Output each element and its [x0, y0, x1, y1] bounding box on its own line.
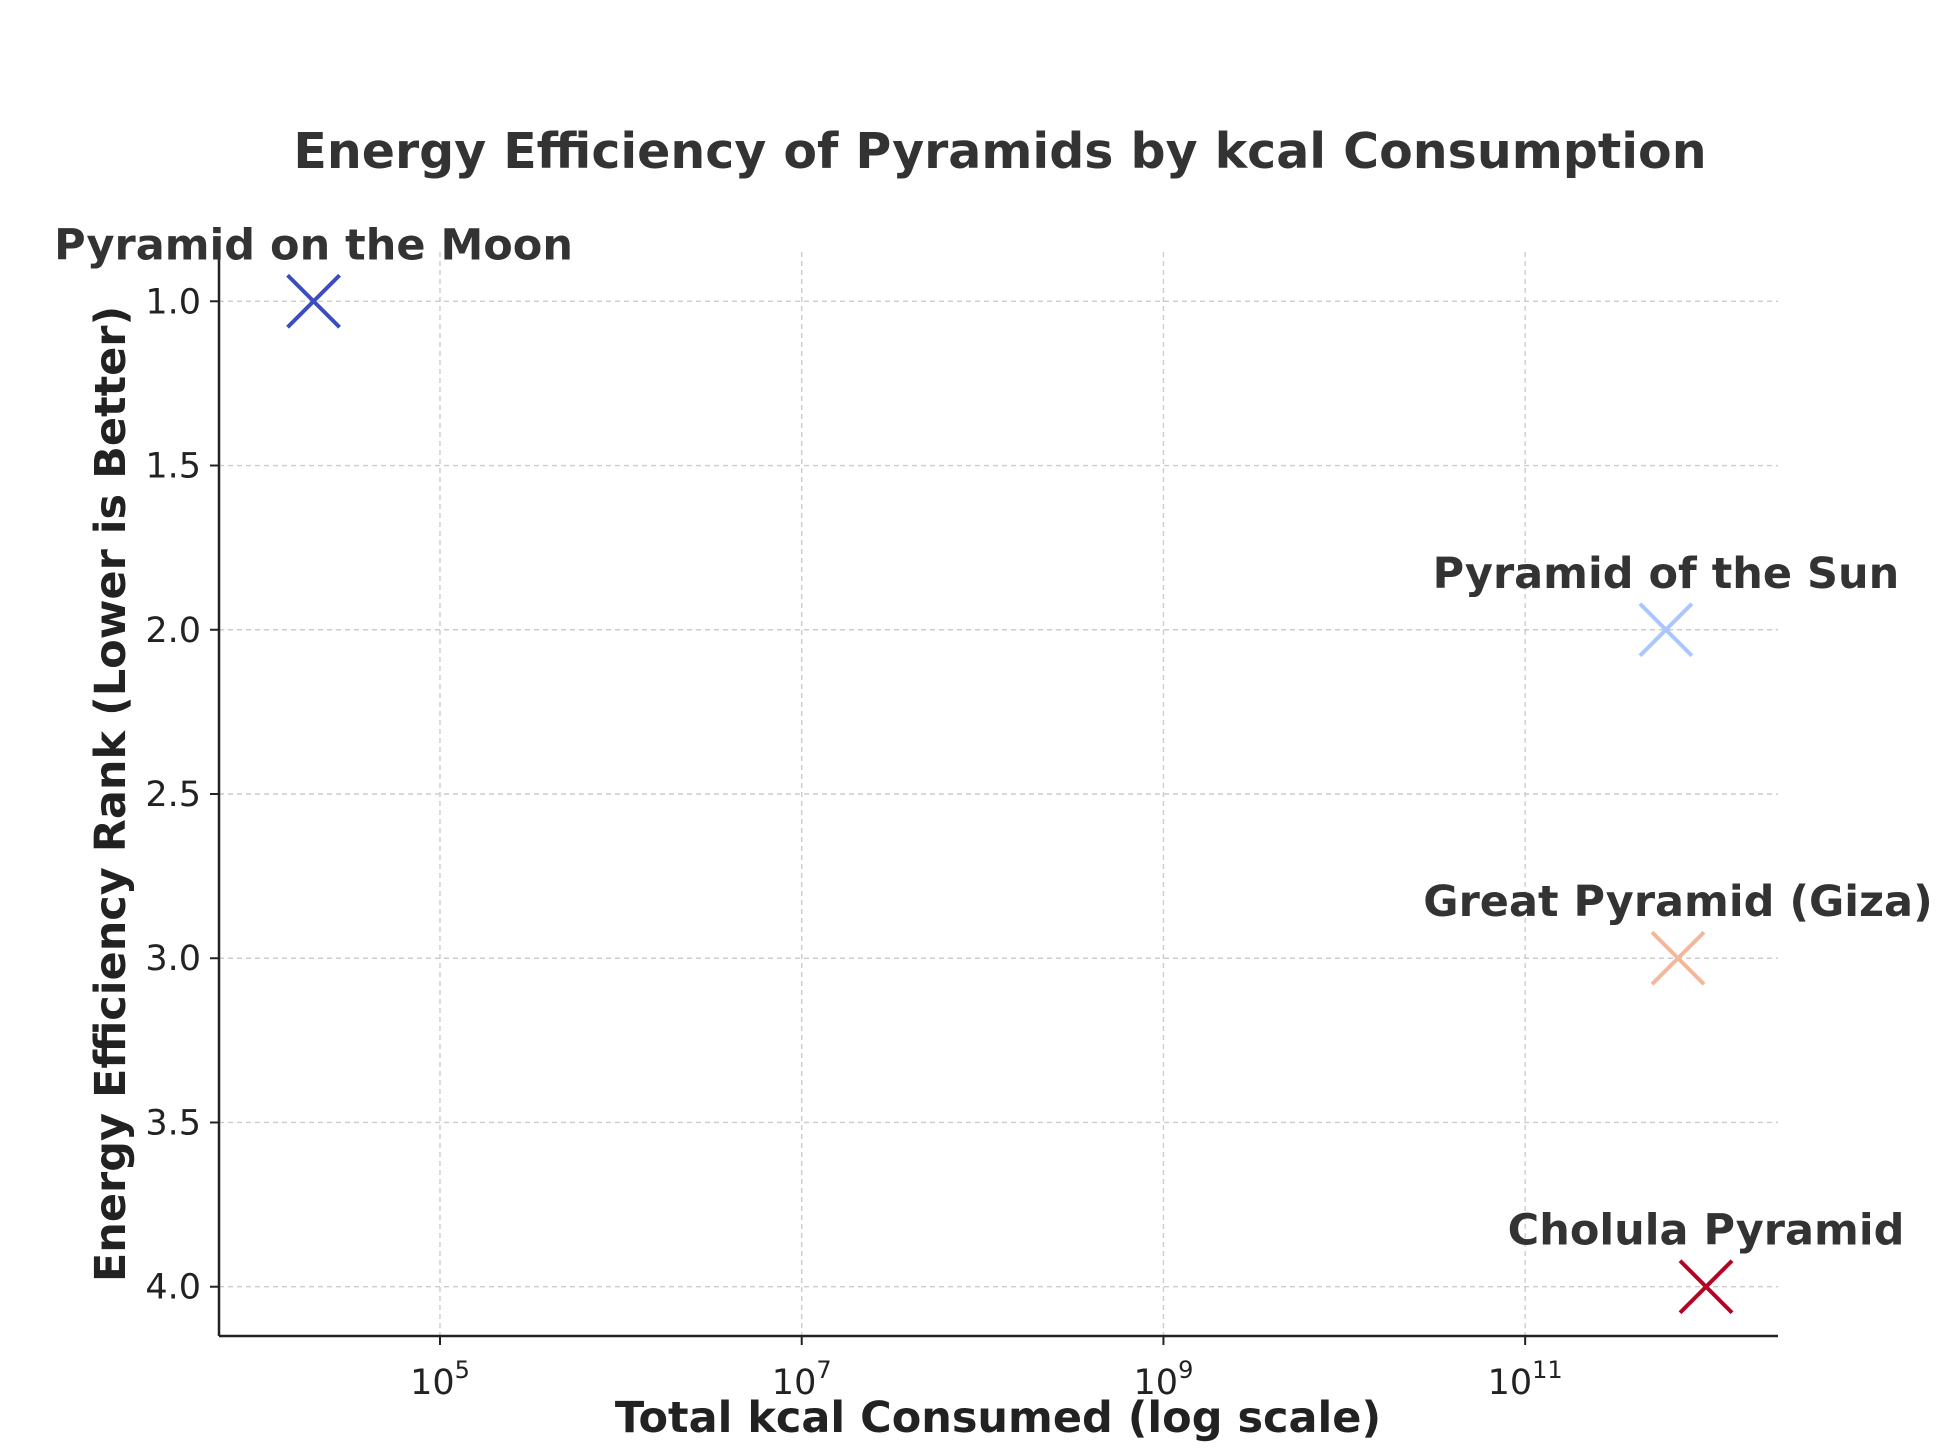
- point-label: Great Pyramid (Giza): [1423, 877, 1932, 927]
- x-tick-base: 10: [772, 1363, 817, 1403]
- x-tick-base: 10: [410, 1363, 455, 1403]
- y-tick-label: 1.5: [145, 447, 201, 487]
- grid-lines: [219, 252, 1778, 1336]
- x-tick-label: 1011: [1488, 1356, 1563, 1403]
- scatter-point: [1678, 1259, 1734, 1315]
- x-tick-base: 10: [1488, 1363, 1533, 1403]
- x-tick-exponent: 7: [816, 1356, 831, 1384]
- x-axis-label: Total kcal Consumed (log scale): [615, 1393, 1381, 1443]
- x-tick-label: 109: [1134, 1356, 1194, 1403]
- scatter-point: [1638, 602, 1694, 658]
- marker-stroke: [1638, 602, 1694, 658]
- point-label: Pyramid on the Moon: [54, 220, 573, 270]
- marker-stroke: [1678, 1259, 1734, 1315]
- x-tick-label: 105: [410, 1356, 470, 1403]
- x-tick-label: 107: [772, 1356, 832, 1403]
- x-tick-exponent: 5: [455, 1356, 470, 1384]
- x-tick-exponent: 9: [1178, 1356, 1193, 1384]
- y-axis-label: Energy Efficiency Rank (Lower is Better): [86, 306, 136, 1282]
- x-tick-exponent: 11: [1532, 1356, 1563, 1384]
- y-tick-label: 1.0: [145, 282, 201, 322]
- marker-stroke: [286, 273, 341, 329]
- point-label: Pyramid of the Sun: [1433, 549, 1900, 599]
- scatter-point: [1650, 930, 1706, 986]
- point-label: Cholula Pyramid: [1508, 1206, 1905, 1256]
- y-tick-label: 3.5: [145, 1103, 201, 1143]
- x-axis-ticks: 105 107 109 1011: [410, 1336, 1563, 1403]
- y-axis-ticks: 1.0 1.5 2.0 2.5 3.0 3.5 4.0: [145, 282, 219, 1308]
- data-points: Pyramid on the Moon Pyramid of the Sun Gre…: [54, 220, 1933, 1315]
- marker-stroke: [1650, 930, 1706, 986]
- x-tick-base: 10: [1134, 1363, 1179, 1403]
- chart-title: Energy Efficiency of Pyramids by kcal Co…: [293, 123, 1706, 180]
- y-tick-label: 4.0: [145, 1268, 201, 1308]
- y-tick-label: 2.0: [145, 611, 201, 651]
- y-tick-label: 3.0: [145, 939, 201, 979]
- y-tick-label: 2.5: [145, 775, 201, 815]
- scatter-point: [286, 273, 341, 329]
